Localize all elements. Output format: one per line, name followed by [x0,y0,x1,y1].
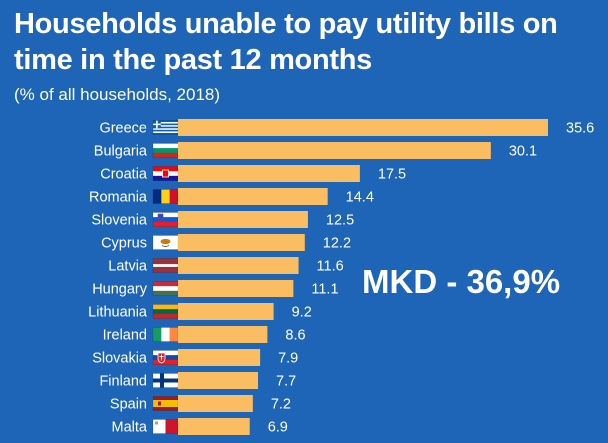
hungary-flag-icon [152,281,179,296]
value-label-latvia: 11.6 [317,259,344,275]
slovakia-flag-icon [152,350,179,365]
bar-ireland [178,326,268,343]
bar-croatia [178,165,360,182]
country-label-malta: Malta [112,420,148,436]
country-label-slovakia: Slovakia [92,351,148,367]
value-label-bulgaria: 30.1 [509,144,537,160]
value-label-slovakia: 7.9 [278,351,298,367]
country-label-romania: Romania [89,190,148,206]
value-label-romania: 14.4 [346,190,374,206]
malta-flag-icon [152,419,179,434]
romania-flag-icon [152,189,179,204]
finland-flag-icon [152,373,179,388]
bar-hungary [178,280,294,297]
bar-finland [178,372,259,389]
bar-malta [178,418,250,435]
value-label-cyprus: 12.2 [323,236,351,252]
country-label-ireland: Ireland [103,328,147,344]
value-label-ireland: 8.6 [285,328,305,344]
bar-lithuania [178,303,274,320]
country-label-latvia: Latvia [108,259,148,275]
country-label-croatia: Croatia [100,167,148,183]
cyprus-flag-icon [152,235,179,250]
ireland-flag-icon [152,327,179,342]
bar-romania [178,188,328,205]
spain-flag-icon [152,396,179,411]
bulgaria-flag-icon [152,143,179,158]
country-label-lithuania: Lithuania [88,305,148,321]
bar-cyprus [178,234,305,251]
value-label-slovenia: 12.5 [326,213,354,229]
country-label-slovenia: Slovenia [91,213,148,229]
chart-title: Households unable to pay utility bills o… [14,8,558,76]
value-label-lithuania: 9.2 [292,305,312,321]
value-label-greece: 35.6 [566,121,594,137]
country-label-hungary: Hungary [92,282,148,298]
value-label-finland: 7.7 [276,374,296,390]
country-label-bulgaria: Bulgaria [94,144,148,160]
chart-subtitle: (% of all households, 2018) [14,85,221,104]
mkd-annotation: MKD - 36,9% [362,263,561,300]
croatia-flag-icon [152,166,179,181]
slovenia-flag-icon [152,212,179,227]
bar-greece [178,119,548,136]
greece-flag-icon [152,120,179,135]
bar-slovenia [178,211,308,228]
value-label-croatia: 17.5 [378,167,406,183]
latvia-flag-icon [152,258,179,273]
value-label-malta: 6.9 [268,420,288,436]
value-label-spain: 7.2 [271,397,291,413]
bar-spain [178,395,253,412]
bar-slovakia [178,349,261,366]
country-label-spain: Spain [110,397,147,413]
lithuania-flag-icon [152,304,179,319]
value-label-hungary: 11.1 [311,282,338,298]
country-label-finland: Finland [99,374,147,390]
bar-latvia [178,257,299,274]
country-label-cyprus: Cyprus [101,236,147,252]
country-label-greece: Greece [99,121,147,137]
bar-bulgaria [178,142,491,159]
